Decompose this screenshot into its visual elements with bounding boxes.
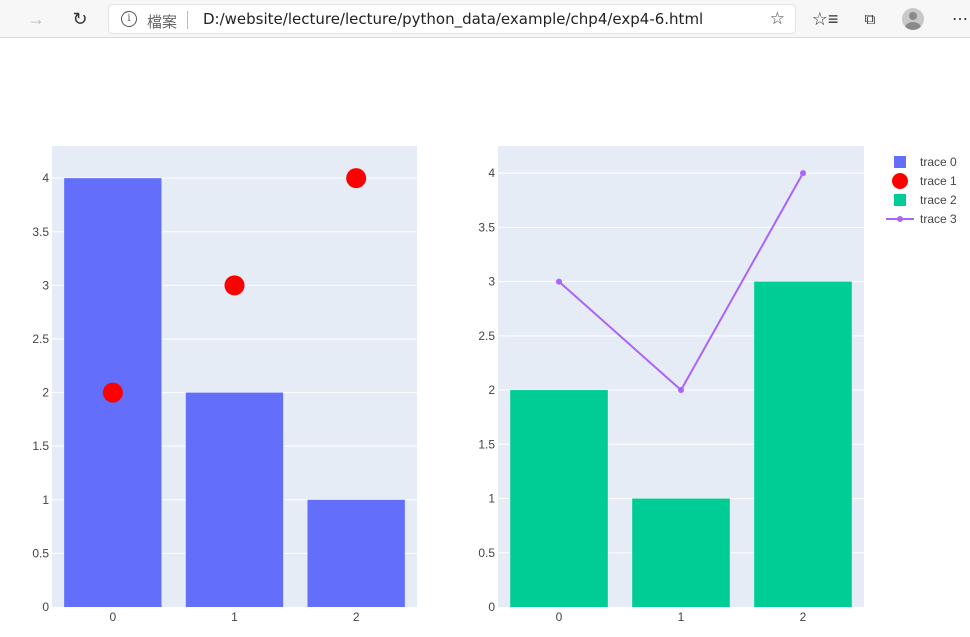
legend-label: trace 2 xyxy=(920,193,957,207)
y-tick-label: 4 xyxy=(42,171,49,185)
legend-item: trace 0 xyxy=(894,155,957,169)
x-tick-label: 2 xyxy=(800,610,807,624)
y-tick-label: 4 xyxy=(488,166,495,180)
legend-label: trace 1 xyxy=(920,174,957,188)
x-tick-label: 1 xyxy=(678,610,685,624)
collections-icon[interactable]: ⧉ xyxy=(864,10,876,28)
address-separator xyxy=(187,11,188,29)
subplot-left: 0 0.5 1 1.5 2 2.5 3 3.5 4 0 1 2 xyxy=(32,146,417,624)
x-tick-label: 2 xyxy=(353,610,360,624)
legend: trace 0 trace 1 trace 2 trace 3 xyxy=(886,155,957,226)
x-tick-label: 0 xyxy=(556,610,563,624)
y-tick-label: 1.5 xyxy=(478,437,495,451)
bar xyxy=(510,390,608,607)
legend-swatch xyxy=(894,156,906,168)
bar xyxy=(185,392,284,607)
y-tick-label: 0 xyxy=(42,600,49,614)
legend-swatch xyxy=(892,173,908,189)
y-tick-label: 0 xyxy=(488,600,495,614)
legend-item: trace 1 xyxy=(892,173,957,189)
y-tick-label: 1.5 xyxy=(32,439,49,453)
y-tick-label: 1 xyxy=(42,493,49,507)
bar xyxy=(754,281,852,607)
bar xyxy=(632,498,730,607)
scatter-point xyxy=(102,382,123,403)
y-tick-label: 0.5 xyxy=(478,546,495,560)
y-tick-label: 3.5 xyxy=(32,225,49,239)
profile-icon[interactable] xyxy=(902,8,924,30)
y-tick-label: 2 xyxy=(488,383,495,397)
subplot-right: 0 0.5 1 1.5 2 2.5 3 3.5 4 0 1 2 xyxy=(478,146,864,624)
address-bar[interactable]: i 檔案 D:/website/lecture/lecture/python_d… xyxy=(108,4,796,34)
line-point xyxy=(556,278,562,285)
favorite-star-icon[interactable]: ☆ xyxy=(769,9,785,28)
more-icon[interactable]: ⋯ xyxy=(952,11,968,28)
y-tick-label: 2 xyxy=(42,386,49,400)
address-label: 檔案 xyxy=(147,13,178,31)
info-icon[interactable]: i xyxy=(121,11,137,27)
x-tick-label: 1 xyxy=(231,610,238,624)
y-tick-label: 1 xyxy=(488,492,495,506)
url-text[interactable]: D:/website/lecture/lecture/python_data/e… xyxy=(203,10,704,28)
scatter-point xyxy=(346,168,367,189)
favorites-icon[interactable]: ☆≡ xyxy=(811,8,839,29)
forward-icon[interactable]: → xyxy=(27,8,45,29)
line-point xyxy=(678,387,684,394)
y-tick-label: 3 xyxy=(488,275,495,289)
y-tick-label: 2.5 xyxy=(478,329,495,343)
y-tick-label: 3.5 xyxy=(478,220,495,234)
refresh-icon[interactable]: ↻ xyxy=(72,8,88,29)
bar xyxy=(307,499,405,607)
legend-swatch-dot xyxy=(897,216,903,222)
y-tick-label: 0.5 xyxy=(32,546,49,560)
line-point xyxy=(800,170,806,177)
x-tick-label: 0 xyxy=(109,610,116,624)
y-tick-label: 2.5 xyxy=(32,332,49,346)
legend-swatch xyxy=(894,194,906,206)
figure: 0 0.5 1 1.5 2 2.5 3 3.5 4 0 1 2 0 0.5 1 1.5 2 2.5 3 3.5 4 0 1… xyxy=(32,146,957,624)
scatter-point xyxy=(224,275,245,296)
browser-toolbar: → ↻ i 檔案 D:/website/lecture/lecture/pyth… xyxy=(0,0,970,38)
legend-item: trace 3 xyxy=(886,212,957,226)
y-tick-label: 3 xyxy=(42,278,49,292)
legend-label: trace 3 xyxy=(920,212,957,226)
legend-label: trace 0 xyxy=(920,155,957,169)
legend-item: trace 2 xyxy=(894,193,957,207)
